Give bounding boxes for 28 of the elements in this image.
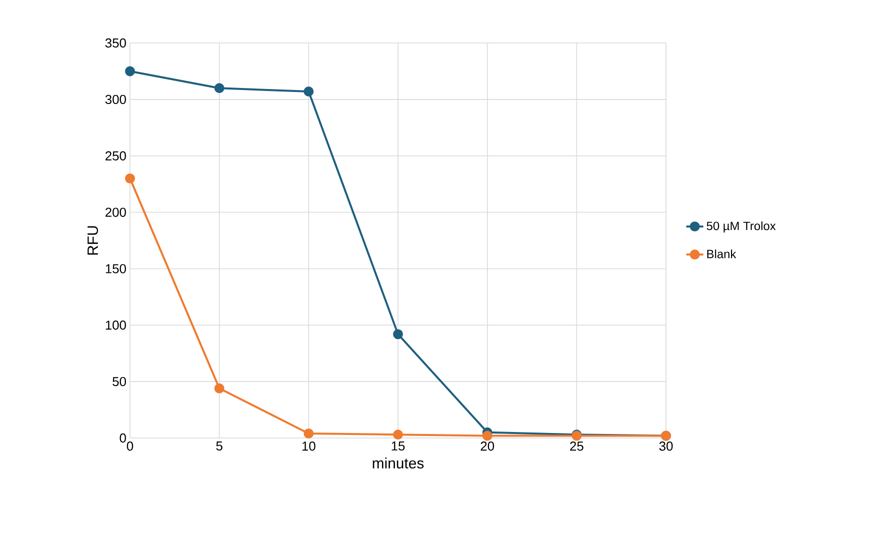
- point: [482, 430, 492, 441]
- y-tick-label: 0: [120, 433, 126, 443]
- y-tick-label: 250: [106, 151, 126, 160]
- point: [393, 430, 403, 440]
- x-tick-label: 15: [392, 442, 405, 451]
- y-tick-label: 100: [106, 320, 126, 330]
- y-tick-label: 350: [105, 38, 126, 48]
- y-axis-title: RFU: [88, 226, 98, 255]
- y-tick-label: 150: [106, 264, 126, 274]
- legend-label: 50 µM Trolox: [706, 221, 776, 233]
- legend-label: Blank: [707, 249, 736, 258]
- point: [214, 83, 224, 94]
- x-tick-label: 30: [659, 442, 673, 451]
- point: [304, 428, 314, 438]
- point: [304, 86, 314, 97]
- x-tick-label: 0: [126, 442, 134, 451]
- y-tick-label: 300: [105, 94, 126, 104]
- y-tick-label: 200: [106, 208, 126, 217]
- x-tick-label: 25: [570, 442, 584, 451]
- y-tick-label: 50: [112, 376, 126, 386]
- x-tick-label: 10: [302, 442, 316, 451]
- x-tick-label: 20: [480, 442, 494, 451]
- x-tick-label: 5: [216, 442, 222, 451]
- point: [125, 173, 135, 184]
- point: [393, 329, 403, 340]
- point: [214, 383, 224, 394]
- x-axis-title: minutes: [372, 458, 424, 468]
- point: [125, 66, 135, 76]
